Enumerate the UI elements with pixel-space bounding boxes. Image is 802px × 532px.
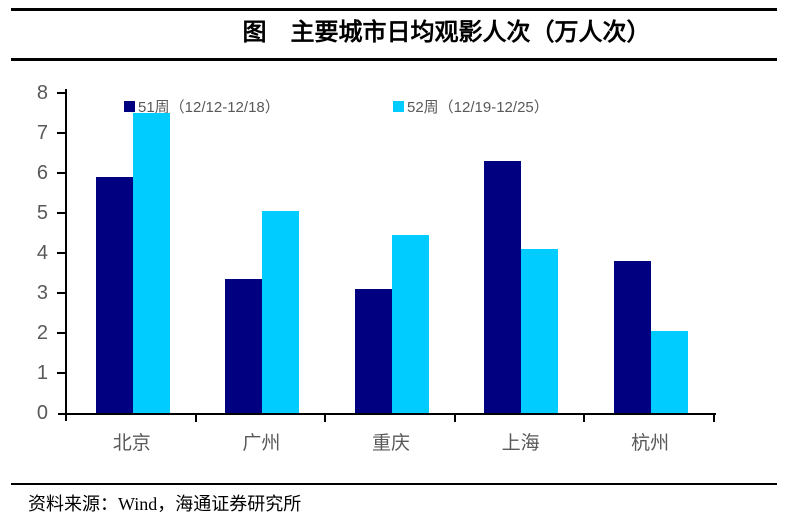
x-axis-label: 杭州: [631, 433, 670, 454]
bar-week51-chongqing: [354, 289, 392, 413]
bar-week51-guangzhou: [225, 279, 263, 413]
x-axis-label: 上海: [501, 433, 540, 454]
bar-week52-guangzhou: [262, 211, 300, 413]
y-axis-label: 3: [36, 282, 48, 304]
x-axis-tick: [324, 413, 327, 422]
legend-swatch-week51-icon: [124, 100, 135, 112]
x-axis-line: [58, 413, 716, 415]
legend-label-week52: 52周（12/19-12/25）: [407, 98, 549, 116]
x-axis-tick: [194, 413, 197, 422]
y-axis-label: 5: [36, 202, 48, 224]
bar-week52-chongqing: [391, 235, 429, 413]
legend-item-week52: 52周（12/19-12/25）: [393, 96, 549, 116]
source-note: 资料来源：Wind，海通证券研究所: [28, 494, 302, 514]
title-rule-bottom: [11, 58, 777, 61]
figure-title: 图 主要城市日均观影人次（万人次）: [242, 20, 651, 46]
y-axis-label: 0: [36, 402, 48, 424]
legend-item-week51: 51周（12/12-12/18）: [124, 96, 280, 116]
y-axis-label: 7: [36, 122, 48, 144]
y-axis-tick: [57, 372, 66, 374]
y-axis-tick: [57, 172, 66, 174]
y-axis-tick: [57, 332, 66, 334]
bar-week51-shanghai: [484, 161, 522, 413]
y-axis-tick: [57, 212, 66, 214]
y-axis-line: [65, 89, 67, 421]
x-axis-tick: [583, 413, 586, 422]
y-axis-label: 6: [36, 162, 48, 184]
title-rule-top: [11, 8, 777, 11]
x-axis-tick: [453, 413, 456, 422]
y-axis-label: 2: [36, 322, 48, 344]
y-axis-tick: [57, 132, 66, 134]
bar-week51-hangzhou: [613, 261, 651, 413]
bar-week52-shanghai: [521, 249, 559, 413]
y-axis-tick: [57, 252, 66, 254]
bar-week52-hangzhou: [650, 331, 688, 413]
x-axis-tick: [713, 413, 715, 422]
y-axis-tick: [57, 92, 66, 94]
legend-swatch-week52-icon: [393, 100, 404, 112]
legend-label-week51: 51周（12/12-12/18）: [138, 98, 280, 116]
x-axis-label: 重庆: [371, 433, 410, 454]
x-axis-label: 北京: [112, 433, 151, 454]
bar-week52-beijing: [132, 113, 170, 413]
y-axis-tick: [57, 292, 66, 294]
x-axis-label: 广州: [242, 433, 281, 454]
y-axis-label: 8: [36, 82, 48, 104]
y-axis-label: 1: [36, 362, 48, 384]
footer-rule: [11, 483, 777, 485]
bar-week51-beijing: [95, 177, 133, 413]
y-axis-label: 4: [36, 242, 48, 264]
